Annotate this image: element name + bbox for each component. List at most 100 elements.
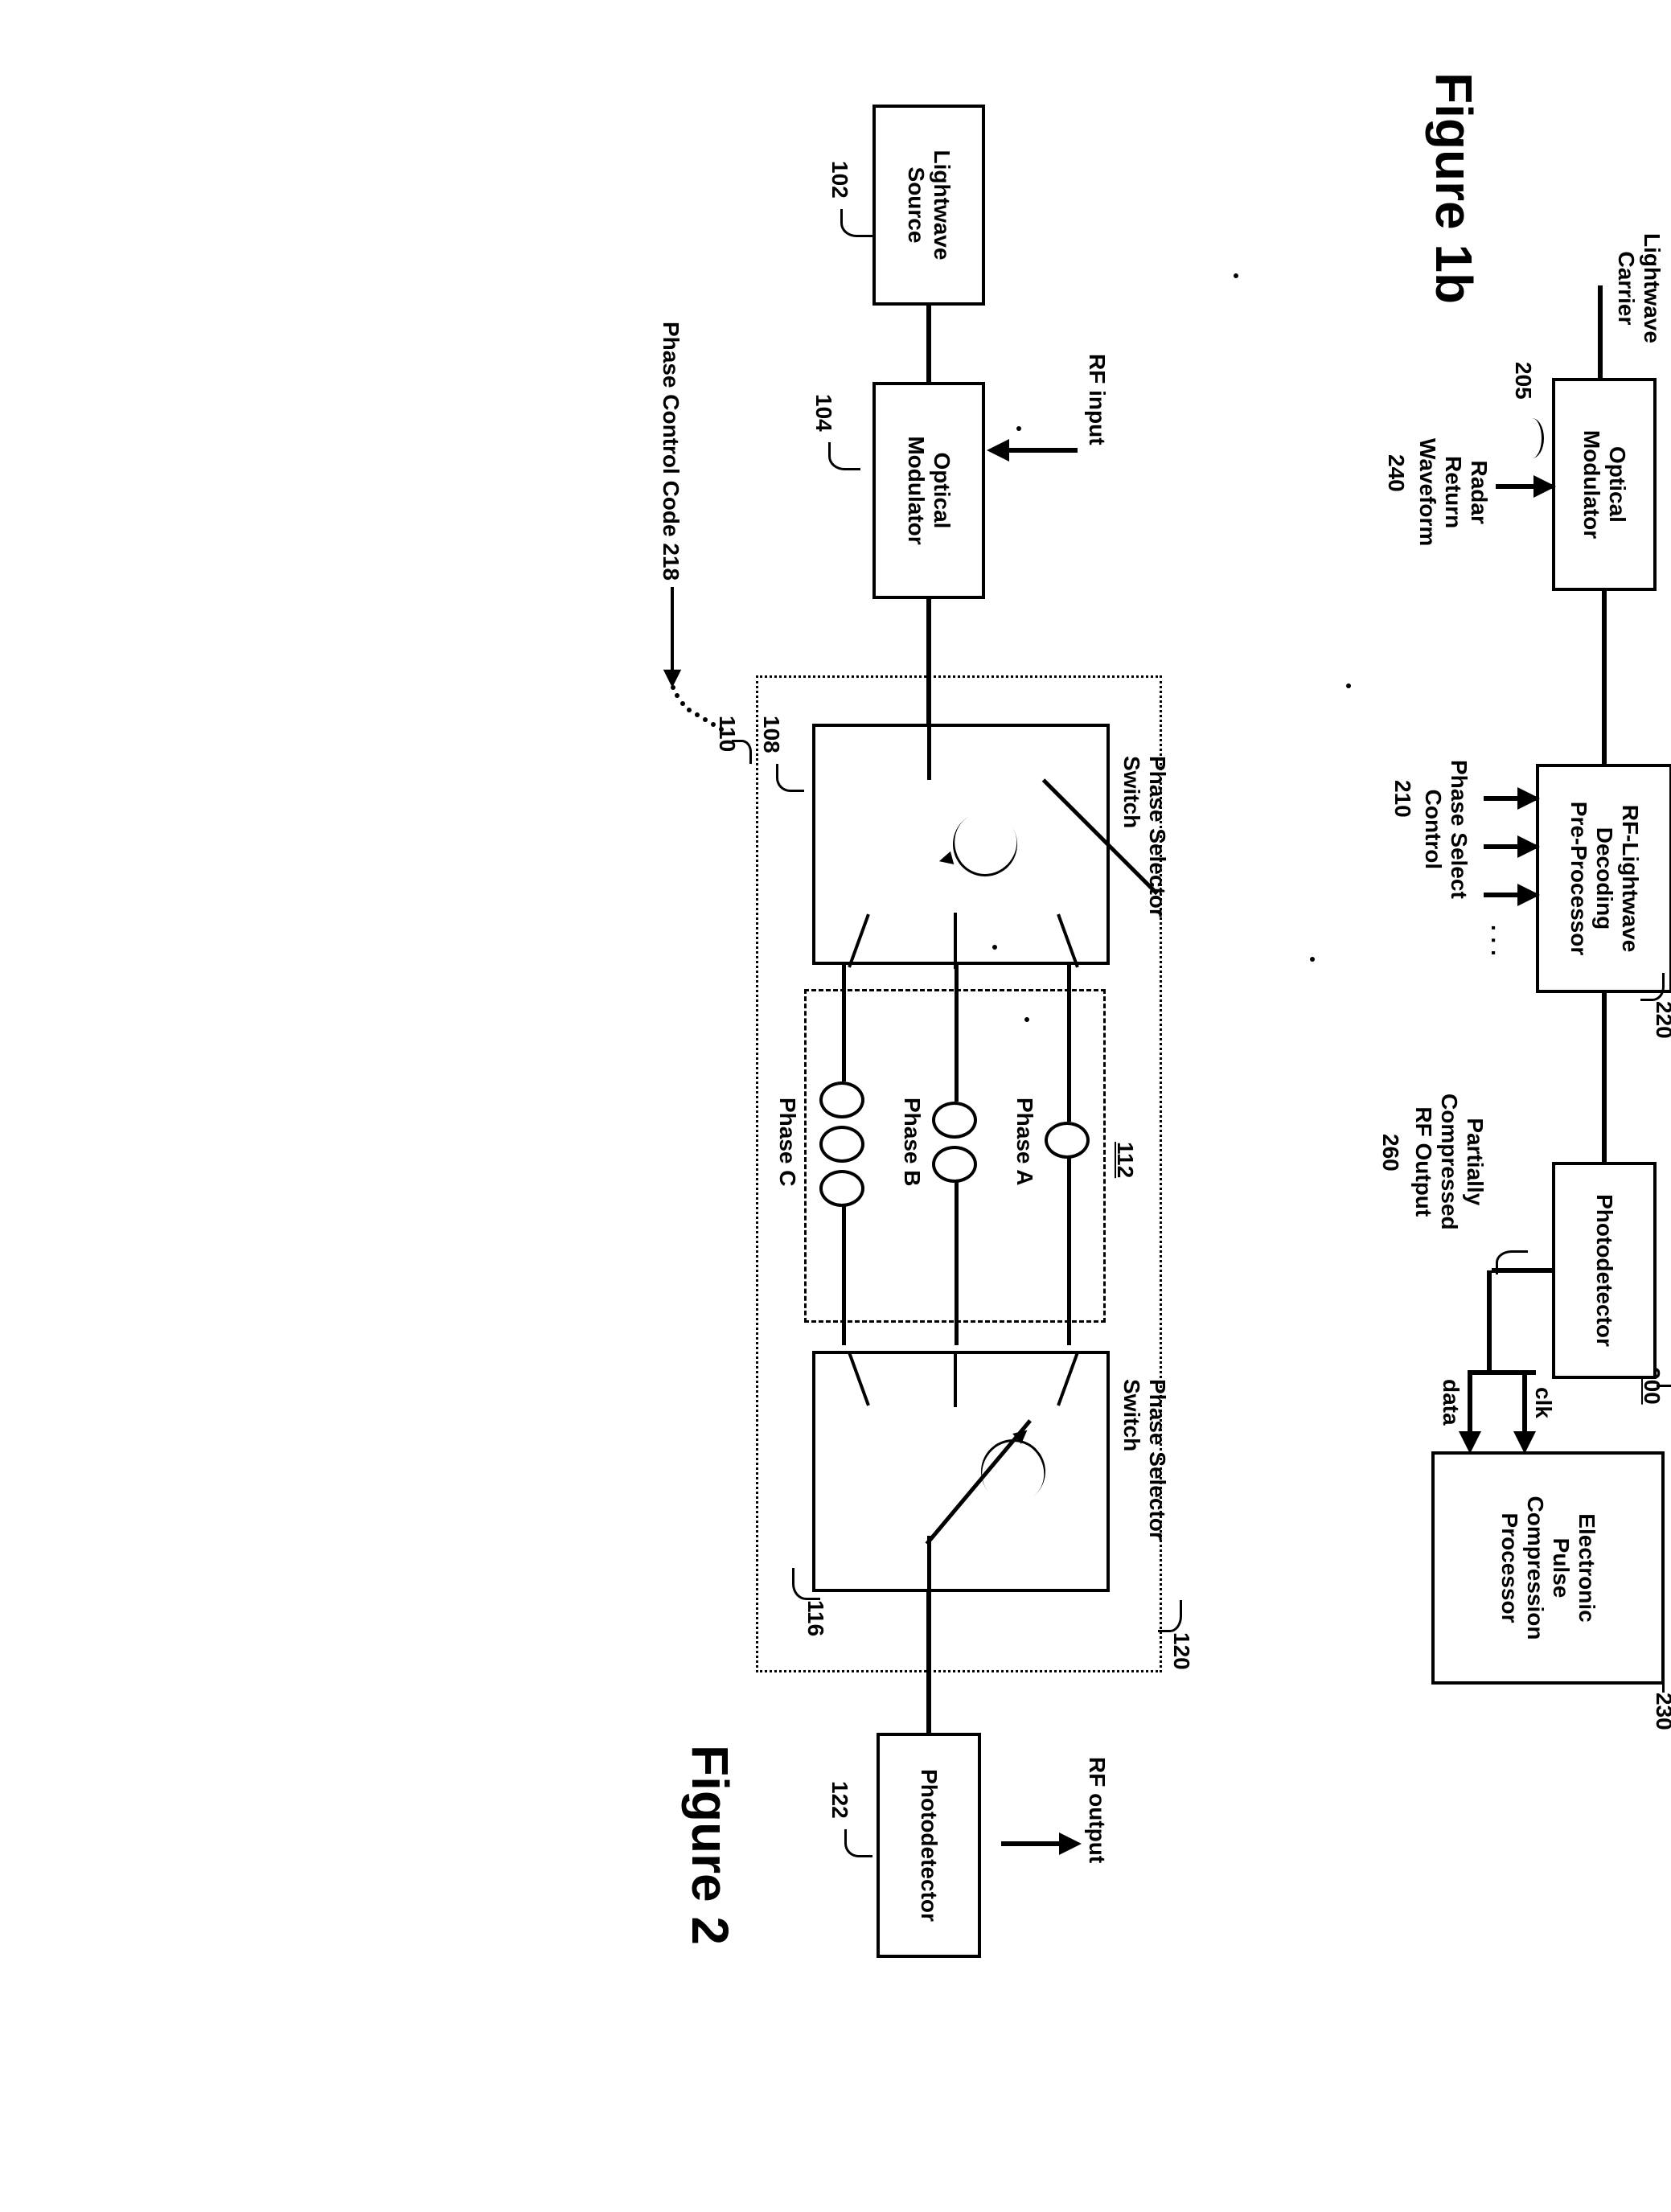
dot	[1016, 426, 1021, 431]
fig1b-ref230-tick	[1662, 1668, 1665, 1693]
fig1b-dots: . . .	[1486, 925, 1512, 956]
fig1b-clk-arrow	[1513, 1431, 1536, 1454]
fig1b-pc-curve	[1496, 1250, 1528, 1274]
fig2-pcc-dot	[671, 685, 675, 690]
fig2-ref102: 102	[827, 161, 852, 199]
fig2-pcc-line	[671, 587, 674, 671]
fig1b-ref205-curve	[1520, 418, 1544, 458]
fig1b-data-label: data	[1438, 1379, 1464, 1426]
fig2-ref112: 112	[1112, 1142, 1138, 1178]
fig2-phase-control-code-label: Phase Control Code 218	[658, 322, 684, 581]
fig2-ref104-curve	[828, 442, 860, 470]
fig2-rf-input-arrow	[987, 439, 1009, 462]
fig1b-data-arrow	[1459, 1431, 1481, 1454]
fig2-phaseB-r	[955, 1180, 959, 1345]
fig2-rf-output-arrow	[1059, 1832, 1082, 1855]
fig2-rf-input-line	[1005, 448, 1078, 453]
fig2-phaseC-l	[842, 965, 846, 1081]
fig1b-phase-select-label: Phase Select Control	[1420, 760, 1472, 899]
dot	[1234, 273, 1238, 278]
fig1b-ref250-curve	[1657, 1359, 1671, 1387]
fig2-rf-output-label: RF output	[1084, 1757, 1110, 1863]
fig2-pcc-dot	[703, 717, 708, 722]
fig2-phaseC-loop1	[819, 1081, 864, 1118]
dot	[1024, 1017, 1029, 1022]
fig2-swr-termb	[954, 1351, 957, 1407]
fig1b-ref240: 240	[1383, 454, 1409, 492]
fig2-ref108: 108	[758, 716, 784, 753]
fig2-switch-right-label: Phase Selector Switch	[1119, 1379, 1170, 1541]
fig2-ref104: 104	[811, 394, 836, 432]
fig1b-rf-decoding-block: RF-Lightwave Decoding Pre-Processor	[1536, 764, 1671, 993]
fig1b-radar-arrow-head	[1533, 475, 1556, 498]
fig1b-ref260: 260	[1377, 1134, 1403, 1172]
fig2-sw-to-pd	[926, 1592, 931, 1733]
fig1b-ref220: 220	[1651, 1001, 1671, 1039]
fig1b-clk-label: clk	[1530, 1387, 1556, 1418]
fig2-ref120: 120	[1168, 1632, 1194, 1670]
fig1b-photodetector-block: Photodetector	[1552, 1162, 1657, 1379]
fig2-pcc-dot	[711, 722, 716, 727]
fig1b-ref220-curve	[1640, 973, 1665, 1001]
fig2-phaseC-r	[842, 1204, 846, 1345]
fig1b-ref230: 230	[1651, 1693, 1671, 1730]
fig2-phaseA-loop	[1045, 1122, 1090, 1159]
fig1b-ref210: 210	[1390, 780, 1415, 818]
fig2-phaseB-l	[955, 965, 959, 1102]
fig2-mod-to-sw	[926, 599, 931, 724]
fig2-phaseA-l	[1067, 965, 1071, 1122]
fig2-pcc-dot	[695, 712, 700, 717]
fig1b-conn2	[1602, 993, 1607, 1162]
fig1b-split-h	[1487, 1270, 1492, 1375]
fig2-ref122-curve	[844, 1829, 872, 1857]
fig2-pcc-dot	[675, 693, 679, 698]
fig2-phaseC-label: Phase C	[774, 1098, 800, 1187]
fig1b-lw-line	[1598, 285, 1603, 378]
fig2-swr-out	[927, 1536, 931, 1596]
fig1b-ps-arrowh1	[1517, 787, 1540, 810]
fig2-phaseB-loop2	[932, 1146, 977, 1183]
fig2-phaseA-r	[1067, 1156, 1071, 1345]
fig1b-partially-label: Partially Compressed RF Output	[1410, 1094, 1488, 1230]
fig1b-epc-block: Electronic Pulse Compression Processor	[1431, 1451, 1665, 1685]
dot	[1346, 683, 1351, 688]
fig2-conn-src-mod	[926, 306, 931, 382]
fig2-ref110-curve	[732, 740, 752, 764]
fig1b-data-h	[1468, 1370, 1472, 1434]
fig2-ref108-curve	[776, 764, 804, 792]
fig2-rf-input-label: RF input	[1084, 354, 1110, 445]
fig2-ref116-curve	[792, 1568, 820, 1600]
fig2-ref122: 122	[827, 1781, 852, 1819]
fig1b-lightwave-label: Lightwave Carrier	[1613, 233, 1665, 343]
fig2-pcc-dot	[687, 708, 692, 712]
fig2-phaseA-label: Phase A	[1012, 1098, 1037, 1185]
fig1b-ref205: 205	[1510, 362, 1536, 400]
dot	[992, 945, 997, 950]
fig1b-conn1	[1602, 591, 1607, 766]
fig2-title: Figure 2	[680, 1745, 740, 1945]
fig2-switch-left-label: Phase Selector Switch	[1119, 756, 1170, 917]
fig2-pcc-dot	[680, 701, 685, 706]
fig1b-clk-h	[1522, 1370, 1527, 1434]
fig1b-clk-v	[1488, 1370, 1536, 1375]
fig2-swl-in	[927, 720, 931, 780]
fig1b-title: Figure 1b	[1424, 72, 1484, 304]
fig1b-radar-label: Radar Return Waveform	[1414, 438, 1492, 546]
fig2-photodetector-block: Photodetector	[877, 1733, 981, 1958]
fig2-swl-termb	[954, 913, 957, 969]
fig2-ref102-curve	[840, 209, 872, 237]
fig2-phaseB-loop1	[932, 1102, 977, 1139]
fig2-phaseB-label: Phase B	[899, 1098, 925, 1187]
fig1b-ps-arrowh2	[1517, 835, 1540, 858]
fig2-phaseC-loop3	[819, 1170, 864, 1207]
fig2-lightwave-source-block: Lightwave Source	[872, 105, 985, 306]
fig2-phaseC-loop2	[819, 1126, 864, 1163]
dot	[1310, 957, 1315, 962]
fig1b-optical-modulator-block: Optical Modulator	[1552, 378, 1657, 591]
fig2-ref116: 116	[803, 1600, 828, 1636]
fig2-pcc-dot	[719, 727, 724, 732]
fig2-rf-output-line	[1001, 1841, 1061, 1846]
fig1b-ps-arrowh3	[1517, 884, 1540, 906]
fig2-optical-modulator-block: Optical Modulator	[872, 382, 985, 599]
fig2-ref120-curve	[1158, 1600, 1182, 1632]
